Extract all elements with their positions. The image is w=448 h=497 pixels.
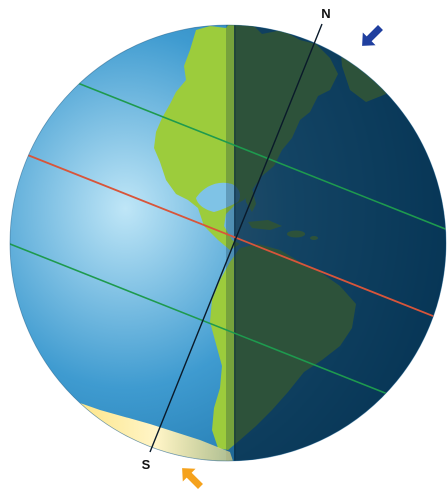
arrow-down-left-icon (362, 25, 383, 46)
tropic-of-cancer-line (59, 75, 446, 231)
north-pole-label: N (321, 6, 330, 21)
arrow-up-left-icon (182, 468, 203, 489)
night-side-shade (234, 25, 446, 461)
terminator-soft-edge (226, 25, 236, 461)
tropic-of-capricorn-line (10, 239, 446, 419)
equator-line (10, 147, 446, 323)
globe-outline (9, 24, 447, 462)
south-pole-label: S (142, 457, 151, 472)
gulf-of-mexico (196, 182, 240, 212)
rotation-axis (149, 23, 323, 453)
